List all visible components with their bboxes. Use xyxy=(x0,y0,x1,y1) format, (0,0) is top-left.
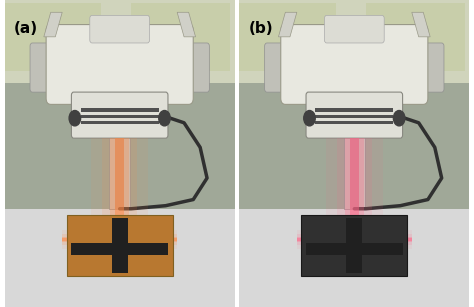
Polygon shape xyxy=(297,230,412,249)
Polygon shape xyxy=(297,234,412,245)
Polygon shape xyxy=(62,230,177,249)
FancyBboxPatch shape xyxy=(324,15,384,43)
Polygon shape xyxy=(326,138,383,252)
Polygon shape xyxy=(344,135,365,209)
Text: (a): (a) xyxy=(14,21,38,37)
FancyBboxPatch shape xyxy=(421,43,444,92)
Polygon shape xyxy=(315,115,393,118)
Polygon shape xyxy=(115,135,124,209)
Polygon shape xyxy=(412,12,430,37)
Circle shape xyxy=(393,111,405,126)
FancyBboxPatch shape xyxy=(264,43,288,92)
Text: (b): (b) xyxy=(248,21,273,37)
Polygon shape xyxy=(109,135,130,209)
FancyBboxPatch shape xyxy=(46,25,193,104)
Polygon shape xyxy=(297,237,412,242)
Polygon shape xyxy=(239,83,469,209)
Polygon shape xyxy=(315,121,393,124)
Polygon shape xyxy=(81,121,159,124)
Polygon shape xyxy=(115,138,124,252)
Polygon shape xyxy=(102,138,137,252)
Polygon shape xyxy=(62,234,177,245)
Polygon shape xyxy=(112,218,128,273)
FancyBboxPatch shape xyxy=(306,92,402,138)
Circle shape xyxy=(69,111,81,126)
Polygon shape xyxy=(5,3,101,71)
Polygon shape xyxy=(345,138,364,252)
FancyBboxPatch shape xyxy=(90,15,150,43)
Polygon shape xyxy=(110,138,129,252)
Circle shape xyxy=(159,111,170,126)
Polygon shape xyxy=(44,12,62,37)
Polygon shape xyxy=(239,3,336,71)
FancyBboxPatch shape xyxy=(72,92,168,138)
Polygon shape xyxy=(91,138,148,252)
Polygon shape xyxy=(72,243,168,255)
Polygon shape xyxy=(62,237,177,242)
Polygon shape xyxy=(67,215,173,276)
Polygon shape xyxy=(350,135,359,209)
Polygon shape xyxy=(5,83,235,209)
Polygon shape xyxy=(177,12,196,37)
Polygon shape xyxy=(346,218,362,273)
Polygon shape xyxy=(337,138,372,252)
FancyBboxPatch shape xyxy=(186,43,210,92)
Polygon shape xyxy=(239,0,469,86)
Polygon shape xyxy=(81,108,159,112)
Polygon shape xyxy=(5,0,235,86)
Polygon shape xyxy=(81,115,159,118)
FancyBboxPatch shape xyxy=(281,25,428,104)
Circle shape xyxy=(304,111,315,126)
Polygon shape xyxy=(62,238,177,241)
Polygon shape xyxy=(297,238,412,241)
Polygon shape xyxy=(350,138,359,252)
Polygon shape xyxy=(131,3,230,71)
Polygon shape xyxy=(239,209,469,307)
Polygon shape xyxy=(366,3,465,71)
Polygon shape xyxy=(306,243,402,255)
Polygon shape xyxy=(315,108,393,112)
Polygon shape xyxy=(278,12,297,37)
FancyBboxPatch shape xyxy=(30,43,53,92)
Polygon shape xyxy=(301,215,407,276)
Polygon shape xyxy=(5,209,235,307)
